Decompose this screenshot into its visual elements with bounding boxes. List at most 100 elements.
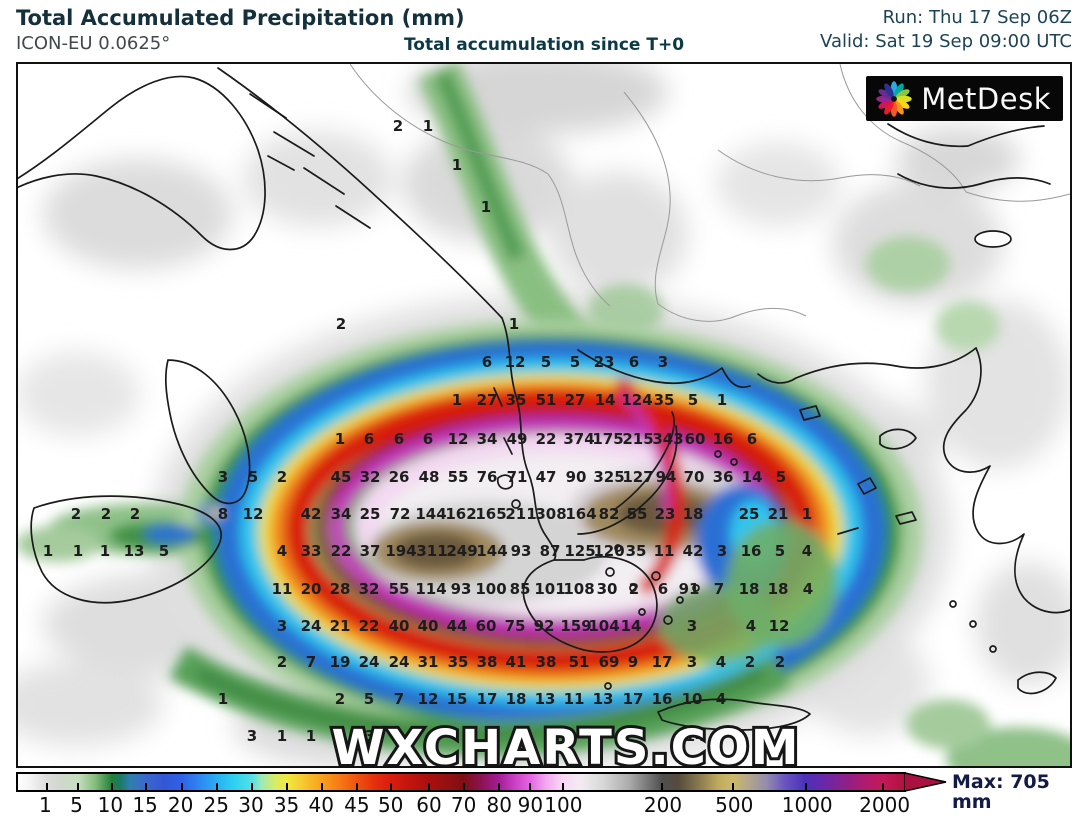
- precip-value: 60: [684, 430, 706, 448]
- precip-value: 11: [653, 542, 675, 560]
- coast-attica: [577, 425, 678, 535]
- precip-value: 175: [592, 430, 624, 448]
- colorbar-tick: [462, 783, 465, 790]
- precip-value: 40: [388, 617, 410, 635]
- precip-value: 14: [620, 617, 642, 635]
- precip-value: 72: [389, 505, 411, 523]
- precip-value: 42: [682, 542, 704, 560]
- colorbar-tick-label: 5: [70, 793, 83, 817]
- precip-value: 3: [364, 727, 376, 745]
- precip-value: 2: [334, 690, 346, 708]
- precip-value: 6: [422, 430, 434, 448]
- precip-value: 6: [393, 430, 405, 448]
- precip-value: 38: [476, 653, 498, 671]
- precip-value: 2: [276, 653, 288, 671]
- precip-value: 93: [450, 580, 472, 598]
- precip-value: 343: [652, 430, 684, 448]
- precip-value: 211: [505, 505, 537, 523]
- precip-value: 69: [598, 653, 620, 671]
- precip-value: 35: [653, 391, 675, 409]
- precip-value: 33: [300, 542, 322, 560]
- precip-value: 125: [564, 542, 596, 560]
- precip-value: 164: [565, 505, 597, 523]
- colorbar-tick-label: 200: [643, 793, 683, 817]
- precip-value: 2: [774, 653, 786, 671]
- precip-value: 374: [563, 430, 595, 448]
- precip-value: 6: [481, 353, 493, 371]
- precip-value: 5: [569, 353, 581, 371]
- precip-value: 27: [476, 391, 498, 409]
- island-lesbos: [879, 428, 917, 450]
- precip-value: 30: [596, 580, 618, 598]
- colorbar-tick: [661, 783, 664, 790]
- precip-value: 4: [715, 653, 727, 671]
- precip-value: 75: [504, 617, 526, 635]
- precip-value: 12: [504, 353, 526, 371]
- precip-value: 5: [775, 468, 787, 486]
- colorbar-tick-label: 25: [203, 793, 229, 817]
- precip-value: 35: [505, 391, 527, 409]
- island-samos: [895, 511, 917, 525]
- precip-value: 94: [655, 468, 677, 486]
- precip-value: 1: [801, 505, 813, 523]
- colorbar-tick-label: 50: [377, 793, 404, 817]
- metdesk-pinwheel-icon: [876, 80, 912, 117]
- precip-value: 144: [476, 542, 508, 560]
- precip-value: 87: [539, 542, 561, 560]
- precip-value: 51: [535, 391, 557, 409]
- precip-value: 71: [506, 468, 528, 486]
- precip-value: 19: [329, 653, 351, 671]
- precip-value: 38: [535, 653, 557, 671]
- precip-value: 5: [247, 468, 259, 486]
- precip-value: 51: [568, 653, 590, 671]
- precip-value: 1: [72, 542, 84, 560]
- precip-value: 5: [158, 542, 170, 560]
- precip-value: 7: [305, 653, 317, 671]
- colorbar-tick: [390, 783, 392, 790]
- precip-value: 325: [593, 468, 625, 486]
- precip-value: 24: [388, 653, 410, 671]
- storm-system: [110, 320, 923, 757]
- precip-value: 10: [681, 690, 703, 708]
- precip-value: 14: [684, 727, 706, 745]
- precip-value: 308: [535, 505, 567, 523]
- coast-italy-calabria: [164, 359, 251, 505]
- run-time-label: Run: Thu 17 Sep 06Z: [882, 7, 1072, 28]
- precip-value: 127: [622, 468, 654, 486]
- precip-value: 22: [535, 430, 557, 448]
- island-limnos: [799, 405, 821, 421]
- metdesk-logo: MetDesk: [866, 76, 1063, 121]
- model-label: ICON-EU 0.0625°: [16, 33, 171, 54]
- colorbar-tick-label: 2000: [859, 793, 911, 817]
- metdesk-logo-text: MetDesk: [921, 81, 1051, 116]
- colorbar-tick-label: 1000: [781, 793, 833, 817]
- precip-value: 1: [334, 727, 346, 745]
- precip-value: 44: [446, 617, 468, 635]
- precipitation-map: 2 1 1 1 2 1 6 12 5 5 23 6 3 1 27 35 51 27 14 124 35 5 1 1 6 6 6 12 3…: [16, 62, 1072, 768]
- precip-value: 17: [651, 653, 673, 671]
- colorbar-tick-label: 20: [167, 793, 194, 817]
- colorbar-tick: [881, 783, 884, 790]
- colorbar-arrow-icon: [904, 772, 947, 792]
- colorbar-tick-label: 100: [544, 793, 583, 817]
- watermark-container: WXCHARTS.COM: [329, 717, 802, 766]
- precip-value: 22: [330, 542, 352, 560]
- colorbar-tick: [561, 783, 564, 790]
- precip-value: 2: [70, 505, 82, 523]
- precip-value: 28: [329, 580, 351, 598]
- coast-evia: [613, 411, 675, 511]
- colorbar-tick-label: 35: [273, 793, 300, 817]
- precip-value: 1: [451, 156, 463, 174]
- map-artwork: [18, 64, 1070, 766]
- precip-value: 3: [716, 542, 728, 560]
- precip-value: 90: [565, 468, 587, 486]
- precip-value: 1: [480, 198, 492, 216]
- precip-value: 1: [422, 117, 434, 135]
- precip-value: 26: [388, 468, 410, 486]
- colorbar-tick-label: 45: [344, 793, 370, 817]
- colorbar-tick: [180, 783, 183, 790]
- precip-value: 104: [588, 617, 620, 635]
- precip-value: 25: [359, 505, 381, 523]
- precip-value: 55: [626, 505, 648, 523]
- precip-value: 16: [651, 690, 673, 708]
